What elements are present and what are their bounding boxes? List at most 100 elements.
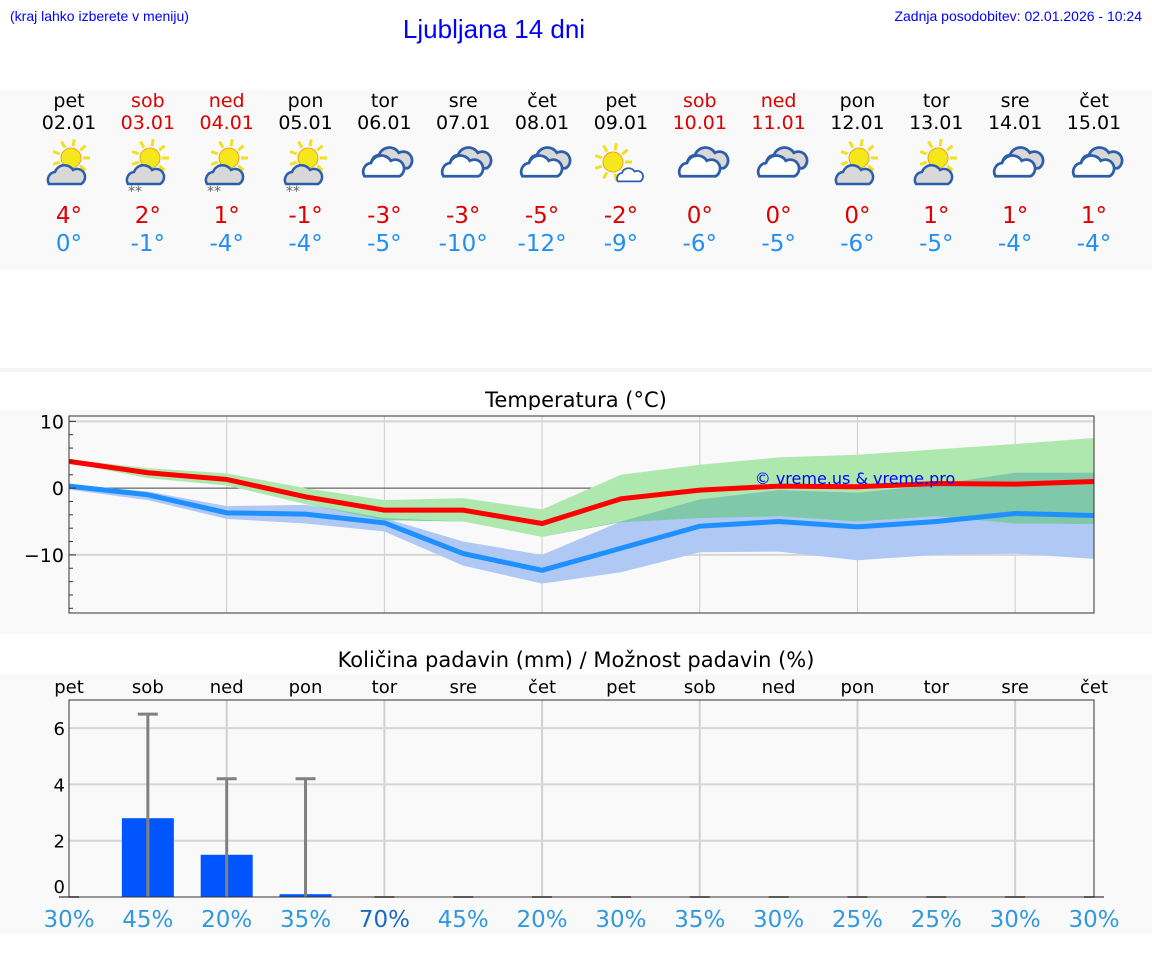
svg-text:**: ** bbox=[207, 184, 221, 198]
day-date: 05.01 bbox=[278, 112, 333, 134]
day-label: čet bbox=[528, 677, 556, 698]
precip-probability: 35% bbox=[280, 907, 331, 933]
min-temp: -6° bbox=[840, 231, 875, 257]
min-temp-line bbox=[68, 483, 1095, 573]
overcast-icon bbox=[739, 134, 819, 202]
y-tick-label: 4 bbox=[54, 775, 65, 796]
mostly-sunny-icon bbox=[581, 134, 661, 202]
max-temp: 0° bbox=[844, 203, 871, 229]
day-label: sob bbox=[132, 677, 164, 698]
overcast-icon bbox=[502, 134, 582, 202]
day-column: čet 08.01 -5° -12° bbox=[502, 90, 582, 258]
day-column: pon 12.01 0° -6° bbox=[817, 90, 897, 258]
day-name: sob bbox=[131, 90, 165, 112]
precipitation-chart: pet sob ned pon tor sre čet pet sob ned pon tor sre č… bbox=[43, 677, 1119, 933]
precip-probability: 30% bbox=[753, 907, 804, 933]
max-temp-line bbox=[68, 458, 1095, 527]
min-temp: -5° bbox=[367, 231, 402, 257]
last-updated: Zadnja posodobitev: 02.01.2026 - 10:24 bbox=[894, 8, 1142, 24]
svg-text:**: ** bbox=[128, 184, 142, 198]
day-date: 15.01 bbox=[1066, 112, 1122, 134]
max-temp: -3° bbox=[446, 203, 481, 229]
max-temp: 1° bbox=[1002, 203, 1029, 229]
min-temp: -5° bbox=[919, 231, 954, 257]
precipitation-chart-title: Količina padavin (mm) / Možnost padavin … bbox=[337, 648, 815, 672]
day-label: ned bbox=[762, 677, 796, 698]
partly-cloudy-icon bbox=[896, 134, 976, 202]
day-column: sre 14.01 1° -4° bbox=[975, 90, 1055, 258]
max-temp: 0° bbox=[765, 203, 792, 229]
partly-cloudy-icon bbox=[29, 134, 109, 202]
day-name: pet bbox=[53, 90, 85, 112]
min-temp: -12° bbox=[517, 231, 567, 257]
partly-cloudy-snow-icon: ** bbox=[266, 134, 346, 202]
precip-probability: 20% bbox=[517, 907, 568, 933]
day-name: sob bbox=[682, 90, 717, 112]
day-label: tor bbox=[372, 677, 398, 698]
max-temp: 1° bbox=[213, 203, 240, 229]
day-column: sre 07.01 -3° -10° bbox=[423, 90, 503, 258]
day-label: sob bbox=[684, 677, 716, 698]
day-label: pet bbox=[54, 677, 84, 698]
temperature-chart-panel: © vreme.us & vreme.pro 10 0 −10 bbox=[0, 410, 1152, 634]
precip-probability: 30% bbox=[595, 907, 646, 933]
daily-forecast-strip: pet 02.01 4° 0° sob 03.01 ** 2° -1° ned 04… bbox=[0, 90, 1152, 270]
precip-probability: 30% bbox=[43, 907, 94, 933]
max-temp: -1° bbox=[288, 203, 323, 229]
min-temp: -9° bbox=[603, 231, 639, 257]
y-tick-label: 2 bbox=[54, 832, 65, 853]
day-date: 09.01 bbox=[593, 112, 649, 134]
day-label: tor bbox=[924, 677, 950, 698]
max-temp: 1° bbox=[1080, 203, 1108, 229]
day-column: tor 13.01 1° -5° bbox=[896, 90, 976, 258]
precip-probability: 70% bbox=[359, 907, 410, 933]
day-column: pet 02.01 4° 0° bbox=[29, 90, 109, 258]
band-overlap bbox=[69, 462, 1094, 537]
day-date: 10.01 bbox=[672, 112, 727, 134]
overcast-icon bbox=[660, 134, 740, 202]
min-temp: -4° bbox=[209, 231, 244, 257]
partly-cloudy-icon bbox=[817, 134, 897, 202]
min-temp: -1° bbox=[130, 231, 166, 257]
min-temp: 0° bbox=[55, 231, 83, 257]
y-tick-label: 0 bbox=[54, 877, 65, 898]
precip-probability: 25% bbox=[832, 907, 883, 933]
temperature-chart: © vreme.us & vreme.pro 10 0 −10 bbox=[24, 411, 1095, 614]
day-date: 14.01 bbox=[987, 112, 1043, 134]
max-temp: 1° bbox=[923, 203, 950, 229]
day-name: tor bbox=[370, 90, 398, 112]
day-label: sre bbox=[449, 677, 476, 698]
watermark: © vreme.us & vreme.pro bbox=[755, 469, 956, 488]
day-date: 07.01 bbox=[436, 112, 491, 134]
day-label: čet bbox=[1080, 677, 1108, 698]
precip-probability: 20% bbox=[201, 907, 252, 933]
precip-probability: 30% bbox=[990, 907, 1041, 933]
day-column: pet 09.01 -2° -9° bbox=[581, 90, 661, 258]
day-column: sob 03.01 ** 2° -1° bbox=[108, 90, 188, 258]
day-label: pon bbox=[841, 677, 875, 698]
max-temp: -2° bbox=[603, 203, 639, 229]
day-date: 02.01 bbox=[41, 112, 97, 134]
min-temp: -4° bbox=[997, 231, 1033, 257]
max-temp: 2° bbox=[134, 203, 161, 229]
day-label: ned bbox=[210, 677, 244, 698]
day-label: sre bbox=[1001, 677, 1028, 698]
max-temp: 0° bbox=[686, 203, 713, 229]
plot-frame bbox=[68, 699, 1095, 898]
overcast-icon bbox=[1054, 134, 1134, 202]
day-date: 06.01 bbox=[357, 112, 412, 134]
min-temp: -4° bbox=[1076, 231, 1112, 257]
y-tick-label: 0 bbox=[52, 478, 64, 500]
partly-cloudy-snow-icon: ** bbox=[108, 134, 188, 202]
day-date: 03.01 bbox=[120, 112, 176, 134]
precip-probability: 45% bbox=[122, 907, 173, 933]
day-column: ned 11.01 0° -5° bbox=[739, 90, 819, 258]
page-title: Ljubljana 14 dni bbox=[402, 14, 586, 44]
day-name: sre bbox=[448, 90, 478, 112]
precip-probability: 45% bbox=[438, 907, 489, 933]
day-date: 13.01 bbox=[909, 112, 964, 134]
temperature-chart-title: Temperatura (°C) bbox=[485, 388, 667, 412]
day-column: sob 10.01 0° -6° bbox=[660, 90, 740, 258]
min-temp: -4° bbox=[288, 231, 323, 257]
day-column: tor 06.01 -3° -5° bbox=[344, 90, 424, 258]
